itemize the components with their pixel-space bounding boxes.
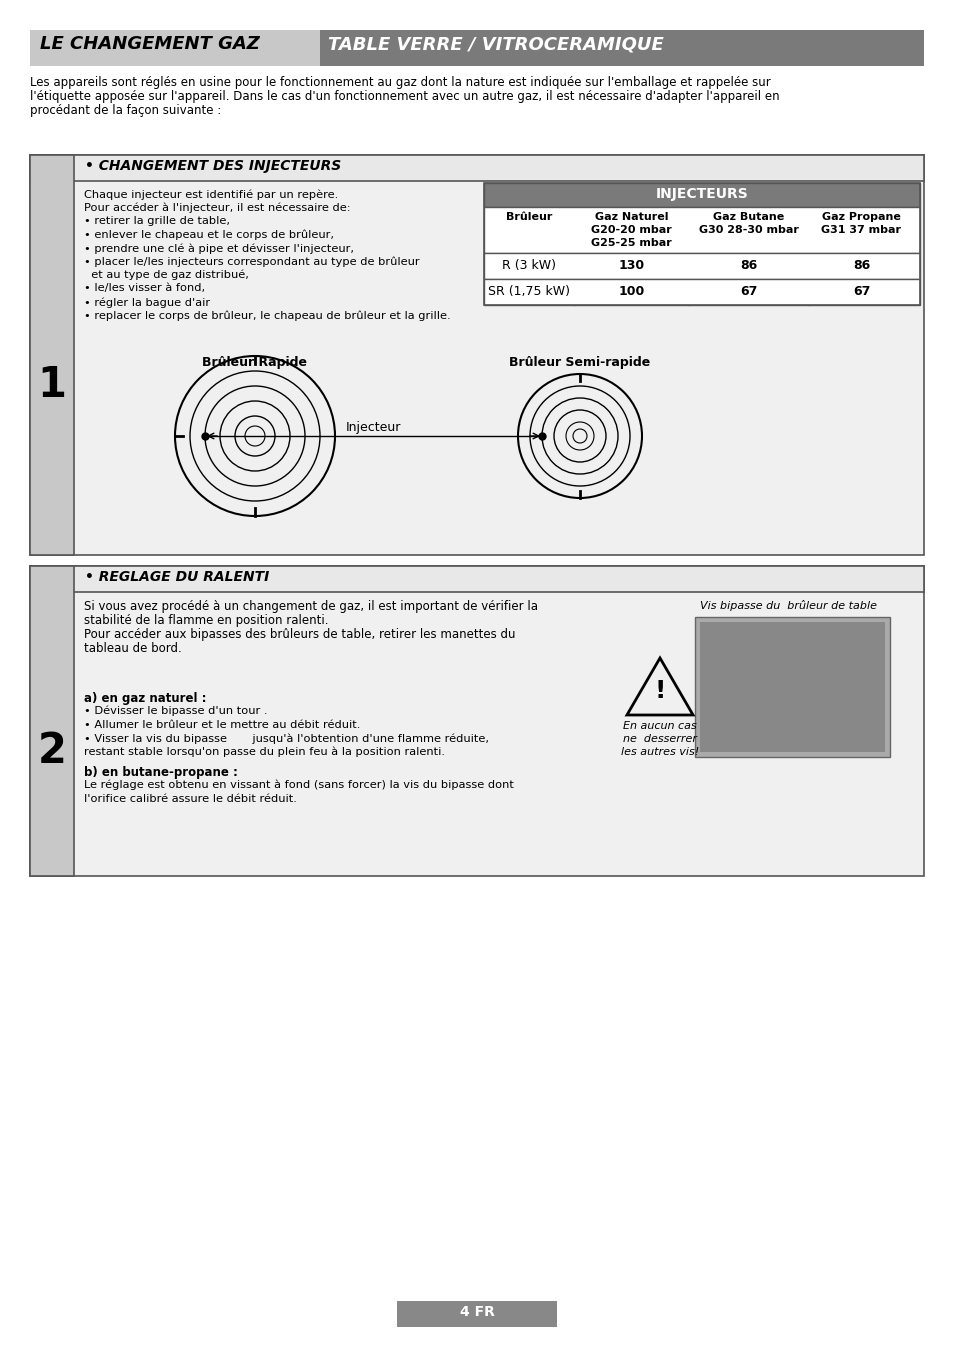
Text: • retirer la grille de table,: • retirer la grille de table, — [84, 216, 230, 226]
Bar — [483, 207, 919, 253]
Text: b) en butane-propane :: b) en butane-propane : — [84, 766, 237, 780]
Text: a) en gaz naturel :: a) en gaz naturel : — [84, 692, 206, 705]
Bar — [483, 182, 919, 305]
Bar — [695, 617, 889, 757]
Bar — [483, 182, 919, 207]
Text: • le/les visser à fond,: • le/les visser à fond, — [84, 284, 205, 293]
Bar — [483, 280, 919, 305]
Text: INJECTEURS: INJECTEURS — [655, 186, 747, 201]
Text: • régler la bague d'air: • régler la bague d'air — [84, 297, 210, 308]
Text: Brûleur: Brûleur — [505, 212, 552, 222]
Text: • replacer le corps de brûleur, le chapeau de brûleur et la grille.: • replacer le corps de brûleur, le chape… — [84, 311, 450, 322]
Bar — [30, 566, 923, 592]
Bar — [30, 155, 923, 555]
Bar — [30, 566, 923, 875]
Text: 67: 67 — [740, 285, 757, 299]
Text: procédant de la façon suivante :: procédant de la façon suivante : — [30, 104, 221, 118]
Text: • enlever le chapeau et le corps de brûleur,: • enlever le chapeau et le corps de brûl… — [84, 230, 334, 240]
Text: TABLE VERRE / VITROCERAMIQUE: TABLE VERRE / VITROCERAMIQUE — [328, 35, 663, 53]
Text: 1: 1 — [37, 363, 67, 407]
Bar — [319, 30, 923, 66]
Text: Brûleur Rapide: Brûleur Rapide — [202, 357, 307, 369]
Text: 130: 130 — [618, 259, 644, 272]
Text: G30 28-30 mbar: G30 28-30 mbar — [699, 226, 798, 235]
Bar — [30, 30, 319, 66]
Text: l'étiquette apposée sur l'appareil. Dans le cas d'un fonctionnement avec un autr: l'étiquette apposée sur l'appareil. Dans… — [30, 91, 779, 103]
Text: SR (1,75 kW): SR (1,75 kW) — [488, 285, 569, 299]
Text: • CHANGEMENT DES INJECTEURS: • CHANGEMENT DES INJECTEURS — [85, 159, 341, 173]
Text: Gaz Naturel: Gaz Naturel — [594, 212, 667, 222]
Text: restant stable lorsqu'on passe du plein feu à la position ralenti.: restant stable lorsqu'on passe du plein … — [84, 747, 444, 757]
Text: Les appareils sont réglés en usine pour le fonctionnement au gaz dont la nature : Les appareils sont réglés en usine pour … — [30, 76, 770, 89]
Text: 2: 2 — [37, 730, 67, 771]
Text: tableau de bord.: tableau de bord. — [84, 642, 182, 655]
Text: 67: 67 — [852, 285, 869, 299]
Text: les autres vis!: les autres vis! — [620, 747, 699, 757]
Text: Brûleur Semi-rapide: Brûleur Semi-rapide — [509, 357, 650, 369]
Text: Pour accéder aux bipasses des brûleurs de table, retirer les manettes du: Pour accéder aux bipasses des brûleurs d… — [84, 628, 515, 640]
Text: Injecteur: Injecteur — [345, 422, 401, 434]
Text: G20-20 mbar: G20-20 mbar — [591, 226, 671, 235]
Text: 4 FR: 4 FR — [459, 1305, 494, 1319]
Text: et au type de gaz distribué,: et au type de gaz distribué, — [84, 270, 249, 281]
Text: l'orifice calibré assure le débit réduit.: l'orifice calibré assure le débit réduit… — [84, 793, 296, 804]
Text: G25-25 mbar: G25-25 mbar — [591, 238, 671, 249]
Text: • REGLAGE DU RALENTI: • REGLAGE DU RALENTI — [85, 570, 269, 584]
Text: 100: 100 — [618, 285, 644, 299]
Text: 86: 86 — [852, 259, 869, 272]
Text: G31 37 mbar: G31 37 mbar — [821, 226, 901, 235]
Text: Le réglage est obtenu en vissant à fond (sans forcer) la vis du bipasse dont: Le réglage est obtenu en vissant à fond … — [84, 780, 514, 790]
Text: Gaz Propane: Gaz Propane — [821, 212, 900, 222]
Bar — [30, 566, 74, 875]
Bar — [30, 155, 923, 181]
Text: !: ! — [654, 680, 665, 703]
Text: R (3 kW): R (3 kW) — [501, 259, 556, 272]
Text: Gaz Butane: Gaz Butane — [713, 212, 783, 222]
Text: • placer le/les injecteurs correspondant au type de brûleur: • placer le/les injecteurs correspondant… — [84, 257, 419, 267]
Text: ne  desserrer: ne desserrer — [622, 734, 697, 744]
Text: Vis bipasse du  brûleur de table: Vis bipasse du brûleur de table — [700, 600, 876, 611]
Bar — [483, 253, 919, 280]
Text: 86: 86 — [740, 259, 757, 272]
Bar — [30, 155, 74, 555]
Text: Chaque injecteur est identifié par un repère.: Chaque injecteur est identifié par un re… — [84, 189, 338, 200]
Text: LE CHANGEMENT GAZ: LE CHANGEMENT GAZ — [40, 35, 259, 53]
Text: En aucun cas: En aucun cas — [622, 721, 696, 731]
Text: Si vous avez procédé à un changement de gaz, il est important de vérifier la: Si vous avez procédé à un changement de … — [84, 600, 537, 613]
Text: • prendre une clé à pipe et dévisser l'injecteur,: • prendre une clé à pipe et dévisser l'i… — [84, 243, 354, 254]
Text: • Allumer le brûleur et le mettre au débit réduit.: • Allumer le brûleur et le mettre au déb… — [84, 720, 360, 730]
Text: • Visser la vis du bipasse       jusqu'à l'obtention d'une flamme réduite,: • Visser la vis du bipasse jusqu'à l'obt… — [84, 734, 489, 743]
Text: stabilité de la flamme en position ralenti.: stabilité de la flamme en position ralen… — [84, 613, 328, 627]
Bar — [700, 621, 884, 753]
Text: Pour accéder à l'injecteur, il est nécessaire de:: Pour accéder à l'injecteur, il est néces… — [84, 203, 351, 213]
Bar — [396, 1301, 557, 1327]
Text: • Dévisser le bipasse d'un tour .: • Dévisser le bipasse d'un tour . — [84, 707, 267, 716]
